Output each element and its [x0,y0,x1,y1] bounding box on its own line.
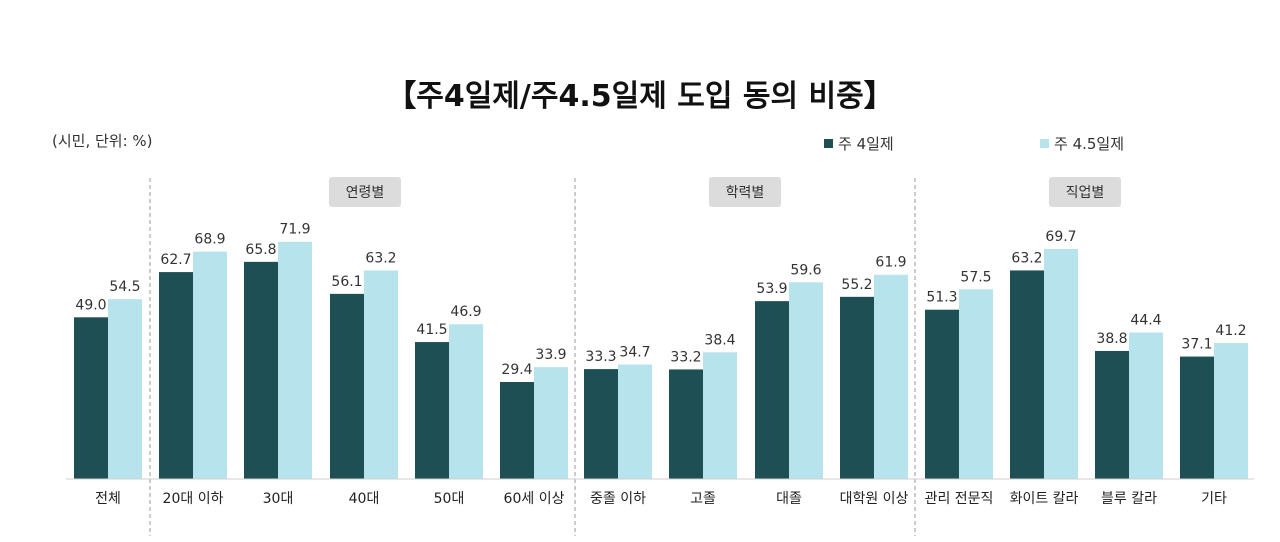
category-label-1: 20대 이하 [163,491,224,507]
category-label-11: 화이트 칼라 [1010,491,1079,507]
bar-4day-13 [1180,356,1214,479]
legend-swatch-4-5day [1040,139,1049,148]
category-labels: 전체 20대 이하 30대 40대 50대 60세 이상 중졸 이하 고졸 대졸 대학원 이상 관리… [95,491,1227,507]
bar-4-5day-1 [193,251,227,479]
value-label-4day-13: 37.1 [1181,337,1212,353]
value-label-4day-2: 65.8 [245,242,276,258]
group-labels: 연령별 학력별 직업별 [329,177,1121,207]
group-dividers [149,178,916,536]
value-label-4-5day-2: 71.9 [279,222,310,238]
category-label-2: 30대 [263,491,294,507]
legend-label-4day: 주 4일제 [838,135,894,153]
bar-4-5day-5 [534,367,568,479]
value-label-4day-9: 55.2 [841,277,872,293]
bar-4day-2 [244,261,278,479]
bar-4day-9 [840,296,874,479]
category-label-5: 60세 이상 [504,491,565,507]
value-label-4day-0: 49.0 [75,297,106,313]
value-label-4day-5: 29.4 [501,362,532,378]
value-label-4-5day-10: 57.5 [960,269,991,285]
value-label-4-5day-13: 41.2 [1215,323,1246,339]
bar-4-5day-10 [959,289,993,479]
bar-4day-1 [159,272,193,479]
category-label-12: 블루 칼라 [1101,491,1157,507]
value-label-4-5day-1: 68.9 [194,232,225,248]
value-label-4-5day-12: 44.4 [1130,312,1161,328]
bar-4day-8 [755,301,789,479]
bar-4-5day-9 [874,274,908,479]
value-label-4-5day-9: 61.9 [875,255,906,271]
category-label-3: 40대 [349,491,380,507]
bar-4day-12 [1095,350,1129,479]
value-label-4-5day-3: 63.2 [365,250,396,266]
value-label-4day-6: 33.3 [585,349,616,365]
bar-4-5day-12 [1129,332,1163,479]
category-label-0: 전체 [95,491,121,507]
bar-4day-7 [669,369,703,479]
value-label-4day-11: 63.2 [1011,250,1042,266]
value-label-4day-4: 41.5 [416,322,447,338]
bar-4-5day-4 [449,324,483,479]
value-label-4-5day-8: 59.6 [790,262,821,278]
value-label-4-5day-5: 33.9 [535,347,566,363]
value-label-4-5day-11: 69.7 [1045,229,1076,245]
bar-4-5day-0 [108,299,142,479]
bar-4day-6 [584,369,618,479]
bar-4-5day-8 [789,282,823,479]
value-label-4day-12: 38.8 [1096,331,1127,347]
category-label-7: 고졸 [690,491,716,507]
bar-4-5day-6 [618,364,652,479]
group-label-box-2 [1049,177,1121,207]
group-label-1: 학력별 [726,185,765,201]
bar-4-5day-3 [364,270,398,479]
chart-title: 【주4일제/주4.5일제 도입 동의 비중】 [386,79,894,114]
category-label-6: 중졸 이하 [590,491,646,507]
bar-4-5day-2 [278,241,312,479]
value-label-4day-7: 33.2 [670,349,701,365]
category-label-10: 관리 전문직 [925,491,994,507]
value-label-4-5day-4: 46.9 [450,304,481,320]
value-labels: 49.054.562.768.965.871.956.163.241.546.9… [75,222,1246,378]
bar-4day-0 [74,317,108,479]
value-label-4day-8: 53.9 [756,281,787,297]
bar-4day-4 [415,342,449,479]
bar-4day-5 [500,381,534,479]
bar-4day-3 [330,293,364,479]
group-label-2: 직업별 [1066,185,1105,201]
category-label-4: 50대 [434,491,465,507]
value-label-4day-1: 62.7 [160,252,191,268]
category-label-8: 대졸 [776,491,802,507]
value-label-4-5day-7: 38.4 [704,332,735,348]
bars [74,241,1248,479]
unit-note: (시민, 단위: %) [52,132,153,150]
value-label-4day-3: 56.1 [331,274,362,290]
bar-4day-10 [925,309,959,479]
legend: 주 4일제 주 4.5일제 [824,135,1124,153]
bar-4-5day-7 [703,352,737,479]
category-label-9: 대학원 이상 [840,491,909,507]
bar-4day-11 [1010,270,1044,479]
value-label-4day-10: 51.3 [926,290,957,306]
bar-4-5day-11 [1044,248,1078,479]
legend-swatch-4day [824,139,833,148]
group-label-box-0 [329,177,401,207]
group-label-0: 연령별 [346,185,385,201]
value-label-4-5day-6: 34.7 [619,344,650,360]
bar-4-5day-13 [1214,343,1248,479]
group-label-box-1 [709,177,781,207]
legend-label-4-5day: 주 4.5일제 [1054,135,1124,153]
value-label-4-5day-0: 54.5 [109,279,140,295]
category-label-13: 기타 [1201,491,1227,507]
